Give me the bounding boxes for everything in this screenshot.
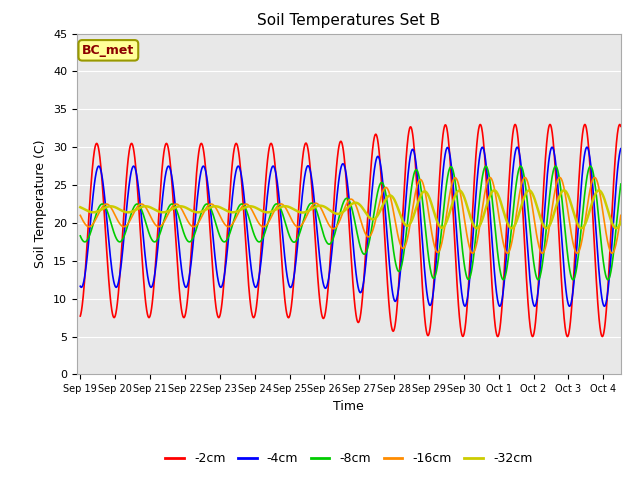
-2cm <box>415 218 422 224</box>
-4cm <box>583 144 591 150</box>
Line: -32cm: -32cm <box>80 191 621 228</box>
Line: -8cm: -8cm <box>80 166 621 280</box>
-4cm <box>617 146 625 152</box>
Legend: -2cm, -4cm, -8cm, -16cm, -32cm: -2cm, -4cm, -8cm, -16cm, -32cm <box>160 447 538 470</box>
-2cm <box>354 319 362 324</box>
-16cm <box>108 206 116 212</box>
-8cm <box>617 181 625 187</box>
-8cm <box>534 276 541 282</box>
-8cm <box>76 233 84 239</box>
-8cm <box>598 251 606 257</box>
-2cm <box>617 123 625 129</box>
-2cm <box>108 309 116 314</box>
Text: BC_met: BC_met <box>82 44 134 57</box>
-4cm <box>354 281 362 287</box>
-32cm <box>108 204 116 209</box>
-32cm <box>617 219 625 225</box>
-4cm <box>76 283 84 289</box>
-8cm <box>552 163 559 169</box>
-4cm <box>534 292 541 298</box>
X-axis label: Time: Time <box>333 400 364 413</box>
-2cm <box>529 334 536 339</box>
-16cm <box>608 251 616 256</box>
-2cm <box>598 334 606 339</box>
-2cm <box>534 288 542 294</box>
Line: -4cm: -4cm <box>80 147 621 306</box>
Line: -16cm: -16cm <box>80 178 621 253</box>
-32cm <box>431 213 439 219</box>
-32cm <box>354 200 362 206</box>
-4cm <box>415 189 422 194</box>
-8cm <box>415 172 422 178</box>
-4cm <box>108 268 116 274</box>
-16cm <box>76 213 84 218</box>
-8cm <box>354 232 362 238</box>
-2cm <box>546 121 554 127</box>
-16cm <box>534 238 541 244</box>
-8cm <box>569 277 577 283</box>
-4cm <box>600 303 608 309</box>
-32cm <box>612 225 620 231</box>
Line: -2cm: -2cm <box>80 124 621 336</box>
-32cm <box>595 188 603 193</box>
-32cm <box>415 197 422 203</box>
-2cm <box>431 255 439 261</box>
-32cm <box>534 206 541 212</box>
-16cm <box>591 175 598 180</box>
-2cm <box>76 313 84 319</box>
-16cm <box>617 213 625 218</box>
-16cm <box>431 246 439 252</box>
-16cm <box>415 178 422 184</box>
Y-axis label: Soil Temperature (C): Soil Temperature (C) <box>35 140 47 268</box>
-4cm <box>598 297 606 302</box>
-16cm <box>354 207 362 213</box>
-32cm <box>598 191 606 196</box>
-16cm <box>598 204 606 210</box>
Title: Soil Temperatures Set B: Soil Temperatures Set B <box>257 13 440 28</box>
-4cm <box>431 271 439 276</box>
-8cm <box>108 224 116 229</box>
-32cm <box>76 204 84 210</box>
-8cm <box>431 273 439 279</box>
